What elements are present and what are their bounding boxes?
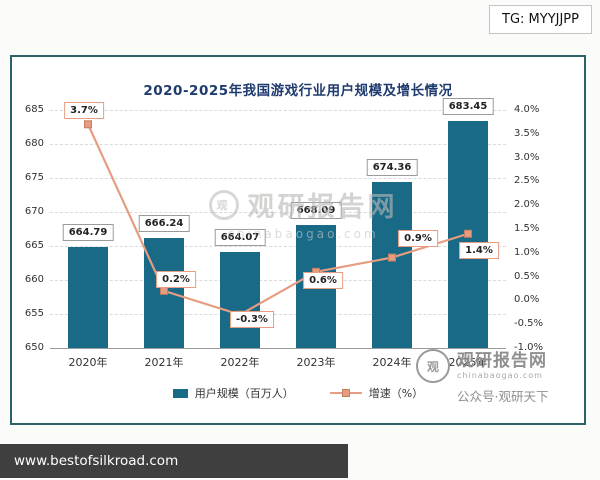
- legend: 用户规模（百万人） 增速（%）: [12, 385, 584, 401]
- left-axis-label: 680: [24, 138, 44, 149]
- bar-value-label: 674.36: [366, 159, 418, 177]
- gridline: [50, 110, 506, 111]
- x-axis-label: 2025年: [448, 356, 488, 369]
- x-axis-label: 2020年: [68, 356, 108, 369]
- left-axis-label: 670: [24, 206, 44, 217]
- line-swatch-icon: [329, 389, 362, 397]
- watermark-corner-title: 观研报告网: [457, 351, 547, 372]
- line-value-label: 1.4%: [459, 241, 499, 259]
- line-marker-icon: [341, 389, 350, 397]
- right-axis-label: 0.5%: [514, 270, 540, 282]
- bar-swatch-icon: [172, 388, 188, 398]
- right-axis-label: 1.0%: [514, 246, 540, 258]
- line-value-label: -0.3%: [230, 310, 274, 328]
- line-point-marker: [160, 286, 168, 295]
- left-axis-label: 660: [24, 274, 44, 285]
- right-axis-label: -1.0%: [514, 342, 544, 353]
- watermark-corner-account: 公众号·观研天下: [457, 389, 549, 404]
- right-axis-label: 2.0%: [514, 199, 540, 211]
- watermark-corner: 观 观研报告网 chinabaogao.com 公众号·观研天下: [416, 349, 548, 405]
- bar: [68, 247, 108, 348]
- bar-value-label: 683.45: [442, 97, 494, 115]
- bar-value-label: 664.07: [214, 229, 266, 247]
- x-axis-line: [50, 348, 506, 349]
- tg-label: TG: MYYJJPP: [502, 12, 579, 27]
- watermark-corner-texts: 观研报告网 chinabaogao.com: [457, 352, 547, 380]
- watermark-corner-row: 观 观研报告网 chinabaogao.com: [416, 349, 548, 383]
- left-axis-label: 665: [24, 240, 44, 251]
- bar: [372, 182, 412, 348]
- line-value-label: 3.7%: [64, 102, 104, 120]
- gridline: [50, 280, 506, 281]
- line-point-marker: [388, 253, 396, 262]
- bar-value-label: 666.24: [138, 214, 190, 232]
- right-axis-label: 4.0%: [514, 104, 540, 115]
- line-point-marker: [464, 229, 472, 238]
- x-axis-label: 2024年: [372, 356, 412, 369]
- tg-badge: TG: MYYJJPP: [489, 5, 592, 34]
- footer-url: www.bestofsilkroad.com: [14, 453, 179, 469]
- watermark-corner-sub: chinabaogao.com: [457, 370, 543, 380]
- legend-item-growth: 增速（%）: [329, 385, 424, 401]
- right-axis-label: 1.5%: [514, 223, 540, 234]
- left-axis-label: 655: [24, 308, 44, 319]
- left-axis-label: 685: [24, 104, 44, 115]
- line-value-label: 0.6%: [303, 271, 343, 289]
- line-point-marker: [84, 120, 92, 129]
- chart-title: 2020-2025年我国游戏行业用户规模及增长情况: [143, 83, 453, 99]
- footer-bar: www.bestofsilkroad.com: [0, 444, 348, 478]
- line-value-label: 0.2%: [156, 270, 196, 288]
- left-axis-label: 675: [24, 172, 44, 183]
- gridline: [50, 246, 506, 247]
- x-axis-label: 2021年: [144, 356, 184, 369]
- bar: [220, 252, 260, 348]
- gridline: [50, 178, 506, 179]
- gridline: [50, 314, 506, 315]
- legend-label-growth: 增速（%）: [368, 387, 424, 400]
- line-value-label: 0.9%: [398, 229, 438, 247]
- gridline: [50, 212, 506, 213]
- bar-value-label: 664.79: [62, 224, 114, 242]
- left-axis-label: 650: [24, 342, 44, 353]
- legend-item-users: 用户规模（百万人）: [172, 385, 294, 401]
- right-axis-label: 3.5%: [514, 127, 540, 139]
- watermark-corner-logo-icon: 观: [416, 349, 450, 383]
- right-axis-label: -0.5%: [514, 318, 544, 330]
- x-axis-label: 2023年: [296, 356, 336, 369]
- legend-label-users: 用户规模（百万人）: [194, 387, 294, 400]
- growth-polyline: [86, 123, 469, 316]
- right-axis-label: 3.0%: [514, 151, 540, 163]
- right-axis-label: 2.5%: [514, 175, 540, 187]
- right-axis-label: 0.0%: [514, 294, 540, 306]
- x-axis-label: 2022年: [220, 356, 260, 369]
- bar-value-label: 668.09: [290, 201, 342, 219]
- gridline: [50, 144, 506, 145]
